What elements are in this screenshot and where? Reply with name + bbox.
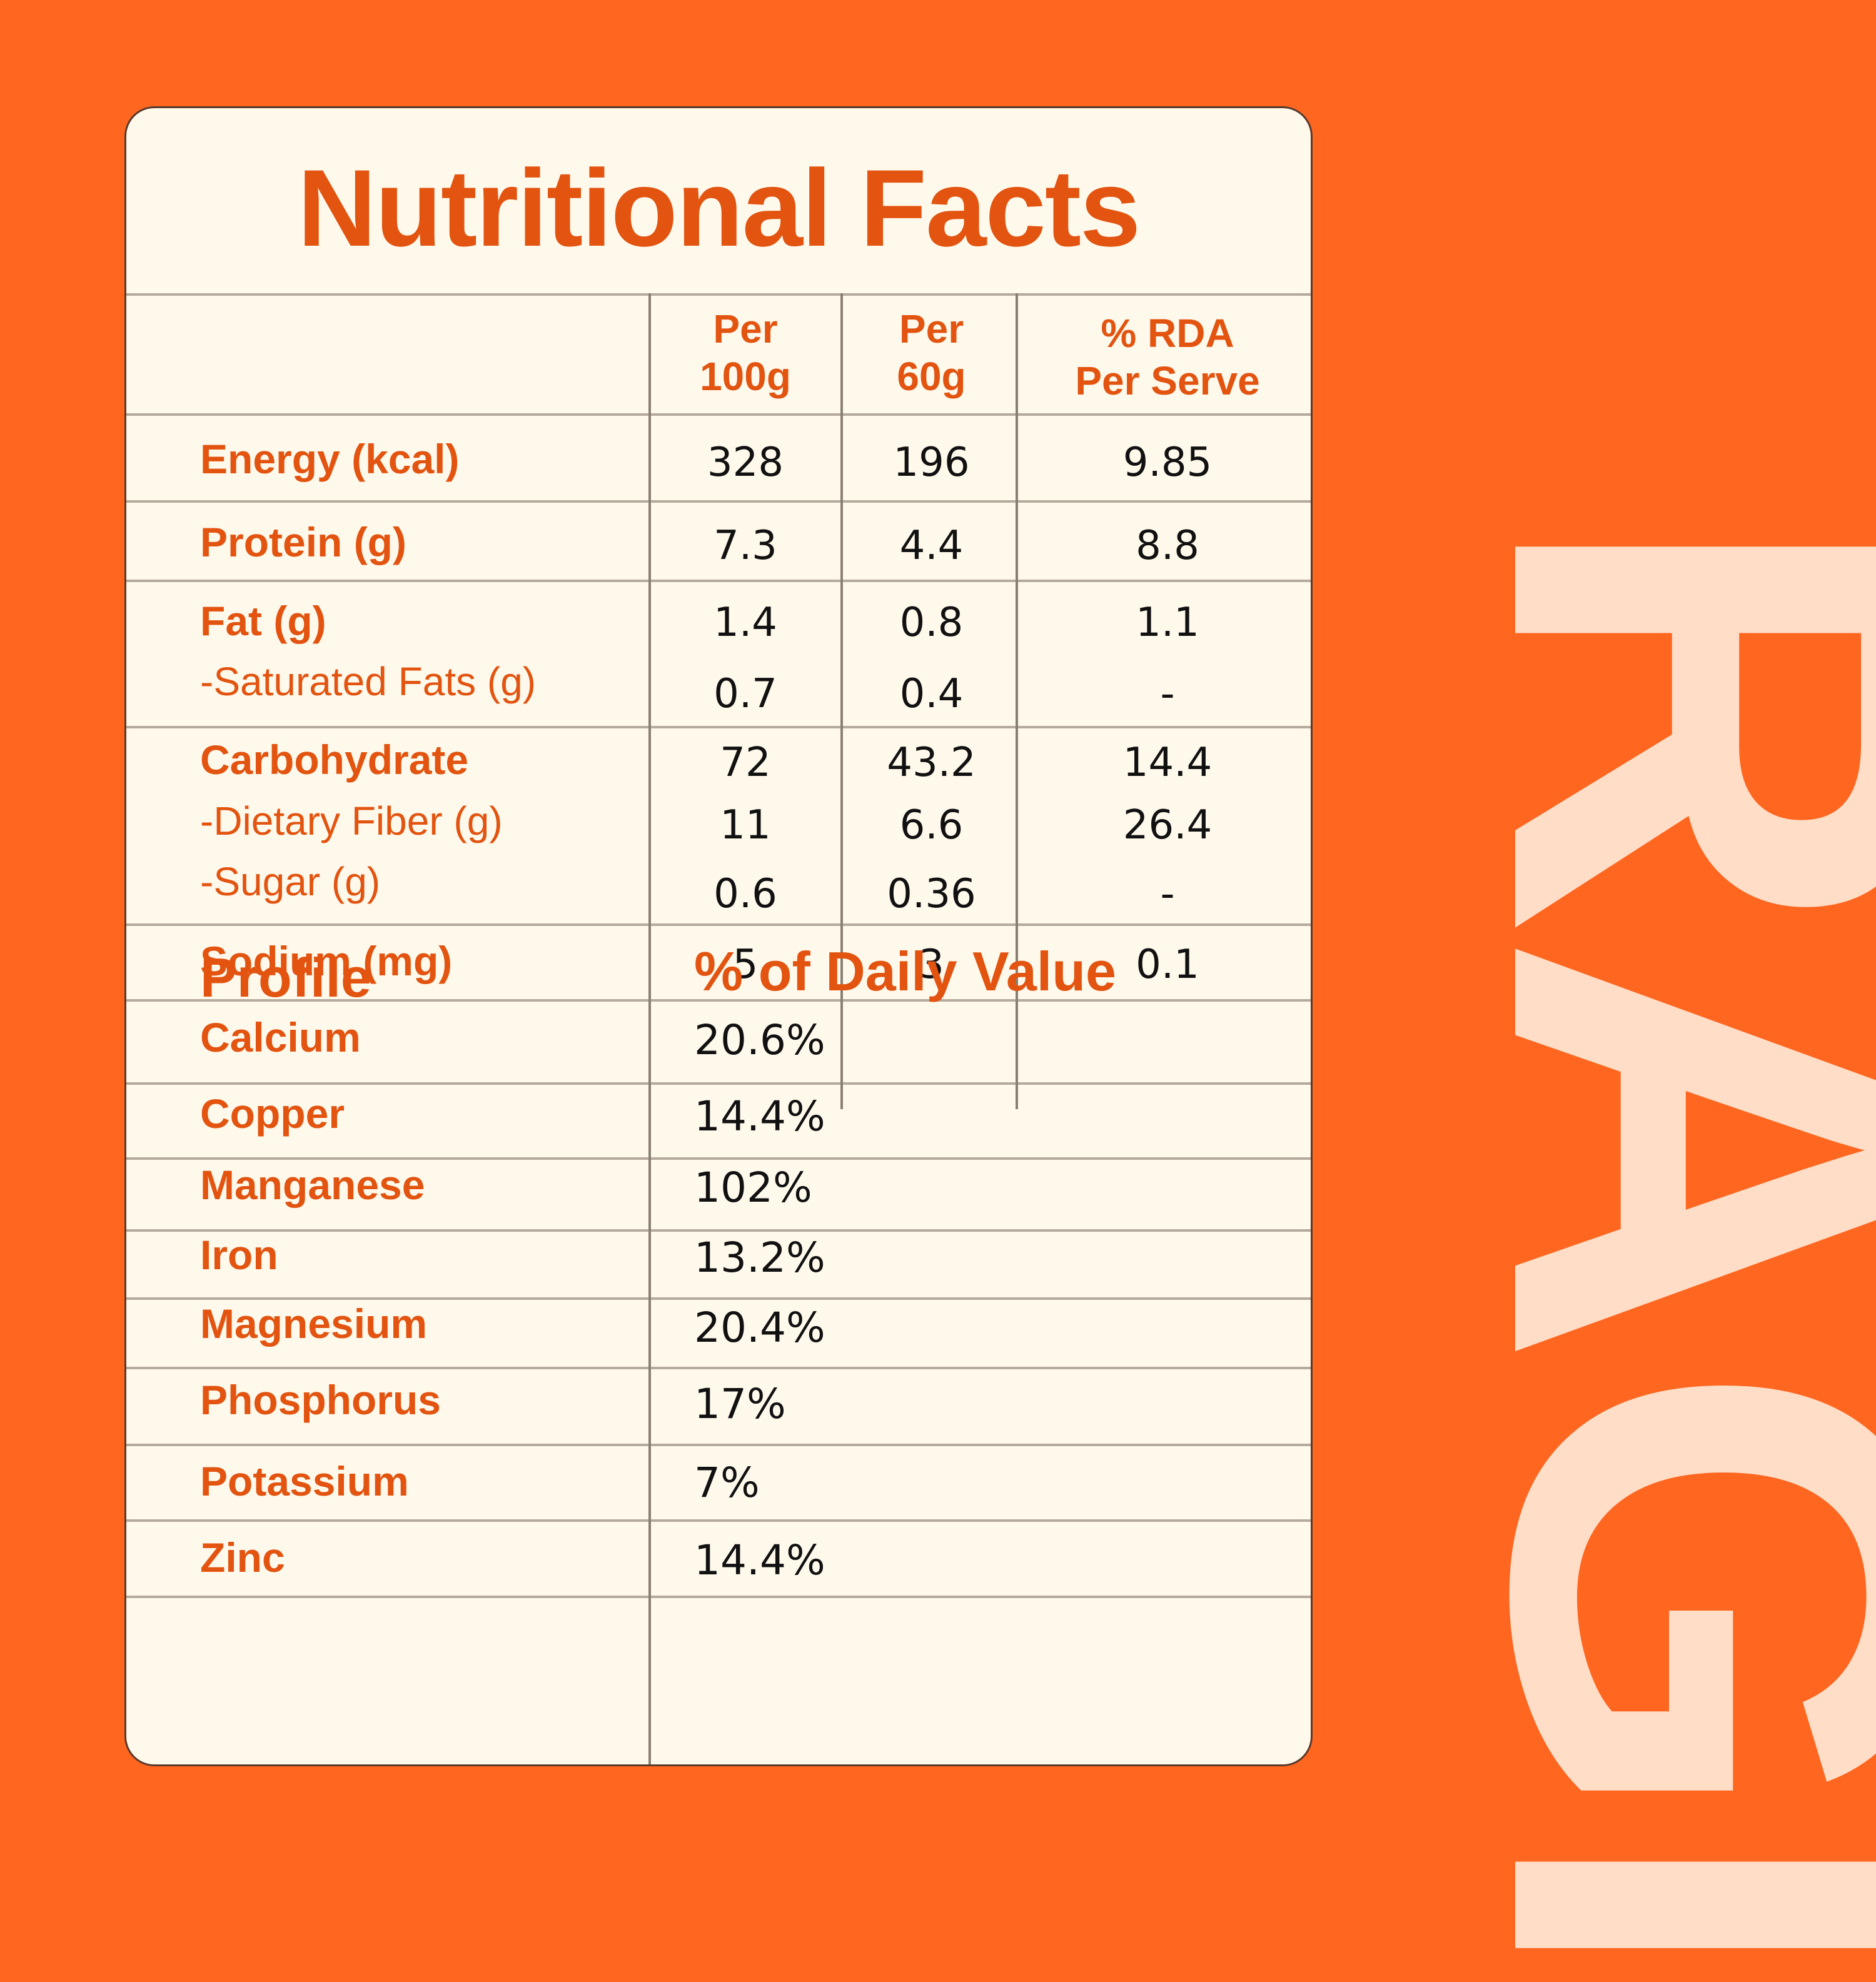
mineral-label: Potassium (200, 1458, 409, 1504)
value-satfat-per60: 0.4 (899, 671, 964, 717)
value-fiber-rda: 26.4 (1122, 802, 1213, 848)
value-protein-per100: 7.3 (714, 523, 777, 569)
value-fiber-per60: 6.6 (899, 802, 964, 848)
row-label-carbohydrate: Carbohydrate (200, 737, 469, 783)
value-fat-rda: 1.1 (1136, 600, 1199, 646)
mineral-label: Calcium (200, 1014, 361, 1060)
value-energy-per100: 328 (707, 440, 784, 486)
value-fat-per100: 1.4 (714, 600, 777, 646)
row-label-saturated-fats: -Saturated Fats (g) (200, 659, 537, 704)
column-divider (648, 293, 651, 1764)
mineral-label: Manganese (200, 1162, 425, 1208)
divider (126, 1229, 1311, 1232)
divider (126, 726, 1311, 728)
col-header-per100g: Per 100g (700, 306, 791, 399)
mineral-value: 14.4% (694, 1092, 825, 1140)
value-carb-per100: 72 (720, 740, 771, 786)
profile-header: Profile (200, 947, 371, 1009)
mineral-value: 102% (694, 1164, 812, 1212)
divider (126, 413, 1311, 416)
row-label-sodium: Sodium (mg) (200, 938, 453, 984)
value-satfat-per100: 0.7 (714, 671, 777, 717)
divider (126, 1297, 1311, 1300)
value-sugar-per60: 0.36 (887, 871, 976, 917)
col-header-rda: % RDA Per Serve (1075, 311, 1260, 403)
nutrition-card: Nutritional Facts Per 100g Per 60g % RDA Pe… (124, 106, 1313, 1766)
value-protein-rda: 8.8 (1136, 523, 1199, 569)
row-label-protein: Protein (g) (200, 519, 406, 565)
mineral-label: Zinc (200, 1534, 285, 1581)
mineral-label: Magnesium (200, 1300, 428, 1347)
value-protein-per60: 4.4 (899, 523, 964, 569)
divider (126, 1596, 1311, 1598)
divider (126, 1444, 1311, 1446)
value-energy-rda: 9.85 (1122, 440, 1213, 486)
brand-name: RAGI (1388, 506, 1876, 1982)
value-sodium-per60: 3 (919, 942, 944, 988)
value-carb-rda: 14.4 (1122, 740, 1213, 786)
daily-value-header: % of Daily Value (694, 940, 1116, 1002)
column-divider (1016, 293, 1018, 1109)
divider (126, 580, 1311, 582)
value-fiber-per100: 11 (720, 802, 771, 848)
col-header-per60g: Per 60g (897, 306, 966, 399)
page-title: Nutritional Facts (297, 148, 1141, 269)
divider (126, 1082, 1311, 1085)
value-satfat-rda: - (1160, 671, 1175, 717)
brand-wordmark: RAGI (1373, 288, 1876, 1982)
divider (126, 1367, 1311, 1369)
mineral-value: 7% (694, 1459, 760, 1507)
column-divider (840, 293, 843, 1109)
value-sodium-per100: 5 (732, 942, 759, 988)
mineral-value: 14.4% (694, 1536, 825, 1584)
value-sugar-rda: - (1160, 871, 1175, 917)
row-label-dietary-fiber: -Dietary Fiber (g) (200, 798, 503, 843)
value-energy-per60: 196 (893, 440, 970, 486)
divider (126, 1157, 1311, 1160)
divider (126, 500, 1311, 503)
mineral-label: Iron (200, 1232, 278, 1278)
value-sugar-per100: 0.6 (714, 871, 777, 917)
mineral-value: 17% (694, 1380, 786, 1428)
mineral-label: Copper (200, 1090, 345, 1137)
value-fat-per60: 0.8 (899, 600, 964, 646)
divider (126, 293, 1311, 296)
mineral-value: 20.6% (694, 1016, 825, 1064)
value-carb-per60: 43.2 (887, 740, 976, 786)
row-label-energy: Energy (kcal) (200, 436, 460, 482)
row-label-sugar: -Sugar (g) (200, 859, 381, 904)
divider (126, 923, 1311, 926)
row-label-fat: Fat (g) (200, 598, 326, 644)
mineral-label: Phosphorus (200, 1377, 441, 1423)
mineral-value: 13.2% (694, 1234, 825, 1282)
mineral-value: 20.4% (694, 1304, 825, 1352)
divider (126, 1519, 1311, 1522)
divider (126, 999, 1311, 1002)
value-sodium-rda: 0.1 (1136, 942, 1199, 988)
